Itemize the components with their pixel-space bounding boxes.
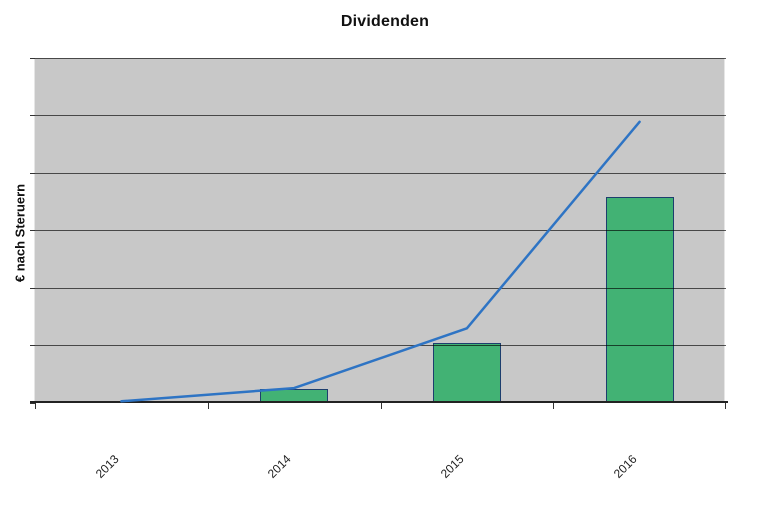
x-axis-label: 2015 — [438, 452, 467, 481]
y-axis-tick — [30, 115, 35, 116]
gridline — [35, 173, 726, 174]
gridline — [35, 115, 726, 116]
y-axis-tick — [30, 288, 35, 289]
line-series — [120, 120, 641, 403]
gridline — [35, 288, 726, 289]
x-axis-label: 2013 — [92, 452, 122, 481]
chart-title: Dividenden — [340, 13, 430, 30]
x-axis-label: 2014 — [265, 452, 295, 481]
plot-area — [30, 58, 728, 409]
y-axis-tick — [30, 173, 35, 174]
y-axis-label: € nach Steruern — [12, 183, 28, 283]
gridline — [35, 345, 726, 346]
x-axis-tick — [35, 403, 36, 409]
y-axis-tick — [30, 345, 35, 346]
y-axis-tick — [30, 230, 35, 231]
x-axis-tick — [725, 403, 726, 409]
bar-2016 — [605, 197, 674, 403]
y-axis-tick — [30, 58, 35, 59]
x-axis-label: 2016 — [610, 452, 640, 481]
gridline — [35, 58, 726, 59]
line-series-path — [120, 120, 641, 403]
x-axis-tick — [381, 403, 382, 409]
x-axis-tick — [553, 403, 554, 409]
y-axis-tick — [30, 403, 35, 404]
x-axis-line — [30, 401, 728, 403]
gridline — [35, 230, 726, 231]
x-axis-tick — [208, 403, 209, 409]
